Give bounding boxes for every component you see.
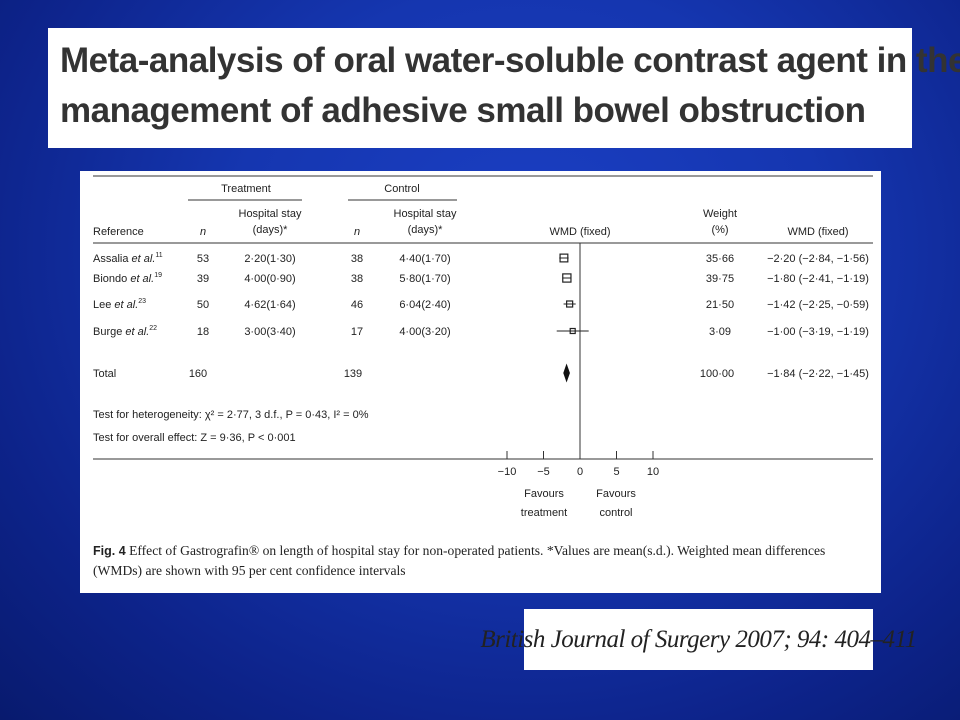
wmd-plot-header: WMD (fixed)	[549, 226, 610, 238]
study-row: Lee et al.23 50 4·62(1·64) 46 6·04(2·40)…	[93, 298, 869, 311]
x-tick-label: −10	[498, 466, 517, 478]
study-reference: Burge et al.22	[93, 325, 157, 338]
study-point-estimate	[569, 327, 576, 335]
control-stay-header-2: (days)*	[408, 224, 444, 236]
treatment-stay-header-1: Hospital stay	[239, 208, 302, 220]
total-wmd: −1·84 (−2·22, −1·45)	[767, 368, 869, 380]
control-n-header: n	[354, 226, 360, 238]
study-wmd: −2·20 (−2·84, −1·56)	[767, 253, 869, 265]
treatment-header: Treatment	[221, 183, 271, 195]
study-reference: Assalia et al.11	[93, 252, 163, 265]
x-tick-label: 5	[613, 466, 619, 478]
study-reference: Biondo et al.19	[93, 272, 162, 285]
x-tick-label: −5	[537, 466, 550, 478]
control-header: Control	[384, 183, 419, 195]
total-control-n: 139	[344, 368, 362, 380]
treatment-n: 50	[197, 299, 209, 311]
forest-plot-area: −10 −5 0 5 10	[498, 243, 659, 478]
study-weight: 39·75	[706, 273, 734, 285]
heterogeneity-test: Test for heterogeneity: χ² = 2·77, 3 d.f…	[93, 409, 369, 421]
study-point-estimate	[559, 253, 569, 263]
treatment-stay: 3·00(3·40)	[244, 326, 295, 338]
study-row: Biondo et al.19 39 4·00(0·90) 38 5·80(1·…	[93, 272, 869, 285]
total-diamond	[563, 363, 570, 383]
control-stay: 6·04(2·40)	[399, 299, 450, 311]
treatment-n: 18	[197, 326, 209, 338]
study-point-estimate	[562, 273, 572, 283]
treatment-stay: 4·62(1·64)	[244, 299, 295, 311]
study-reference: Lee et al.23	[93, 298, 146, 311]
control-stay: 4·40(1·70)	[399, 253, 450, 265]
study-weight: 35·66	[706, 253, 734, 265]
total-row: Total 160 139 100·00 −1·84 (−2·22, −1·45…	[93, 368, 869, 380]
study-rows: Assalia et al.11 53 2·20(1·30) 38 4·40(1…	[93, 252, 869, 380]
total-label: Total	[93, 368, 116, 380]
weight-header-1: Weight	[703, 208, 737, 220]
wmd-ci-header: WMD (fixed)	[787, 226, 848, 238]
slide-title-line-1: Meta-analysis of oral water-soluble cont…	[60, 41, 960, 80]
control-n: 17	[351, 326, 363, 338]
slide-title-line-2: management of adhesive small bowel obstr…	[60, 91, 866, 130]
favours-treatment-label-2: treatment	[521, 507, 567, 519]
overall-effect-test: Test for overall effect: Z = 9·36, P < 0…	[93, 432, 296, 444]
study-wmd: −1·00 (−3·19, −1·19)	[767, 326, 869, 338]
study-wmd: −1·80 (−2·41, −1·19)	[767, 273, 869, 285]
treatment-n: 39	[197, 273, 209, 285]
treatment-n-header: n	[200, 226, 206, 238]
reference-header: Reference	[93, 226, 144, 238]
x-tick-label: 0	[577, 466, 583, 478]
study-weight: 3·09	[709, 326, 731, 338]
study-point-estimate	[566, 300, 574, 308]
control-stay: 4·00(3·20)	[399, 326, 450, 338]
figure-caption-text: Effect of Gastrografin® on length of hos…	[93, 543, 826, 578]
weight-header-2: (%)	[711, 224, 728, 236]
forest-plot: Treatment Control Reference n Hospital s…	[93, 175, 873, 519]
citation: British Journal of Surgery 2007; 94: 404…	[480, 609, 917, 670]
study-row: Burge et al.22 18 3·00(3·40) 17 4·00(3·2…	[93, 325, 869, 338]
favours-treatment-label-1: Favours	[524, 488, 564, 500]
figure-number: Fig. 4	[93, 544, 126, 558]
control-stay-header-1: Hospital stay	[394, 208, 457, 220]
control-n: 38	[351, 253, 363, 265]
favours-control-label-2: control	[599, 507, 632, 519]
treatment-stay: 2·20(1·30)	[244, 253, 295, 265]
slide-title: Meta-analysis of oral water-soluble cont…	[48, 28, 960, 148]
treatment-n: 53	[197, 253, 209, 265]
study-weight: 21·50	[706, 299, 734, 311]
total-weight: 100·00	[700, 368, 734, 380]
control-stay: 5·80(1·70)	[399, 273, 450, 285]
favours-control-label-1: Favours	[596, 488, 636, 500]
study-row: Assalia et al.11 53 2·20(1·30) 38 4·40(1…	[93, 252, 869, 265]
control-n: 46	[351, 299, 363, 311]
forest-plot-figure: Treatment Control Reference n Hospital s…	[80, 171, 881, 593]
x-tick-label: 10	[647, 466, 659, 478]
treatment-stay: 4·00(0·90)	[244, 273, 295, 285]
total-treatment-n: 160	[189, 368, 207, 380]
figure-caption: Fig. 4 Effect of Gastrografin® on length…	[93, 541, 873, 581]
citation-text: British Journal of Surgery 2007; 94: 404…	[480, 625, 917, 653]
study-wmd: −1·42 (−2·25, −0·59)	[767, 299, 869, 311]
treatment-stay-header-2: (days)*	[253, 224, 289, 236]
control-n: 38	[351, 273, 363, 285]
